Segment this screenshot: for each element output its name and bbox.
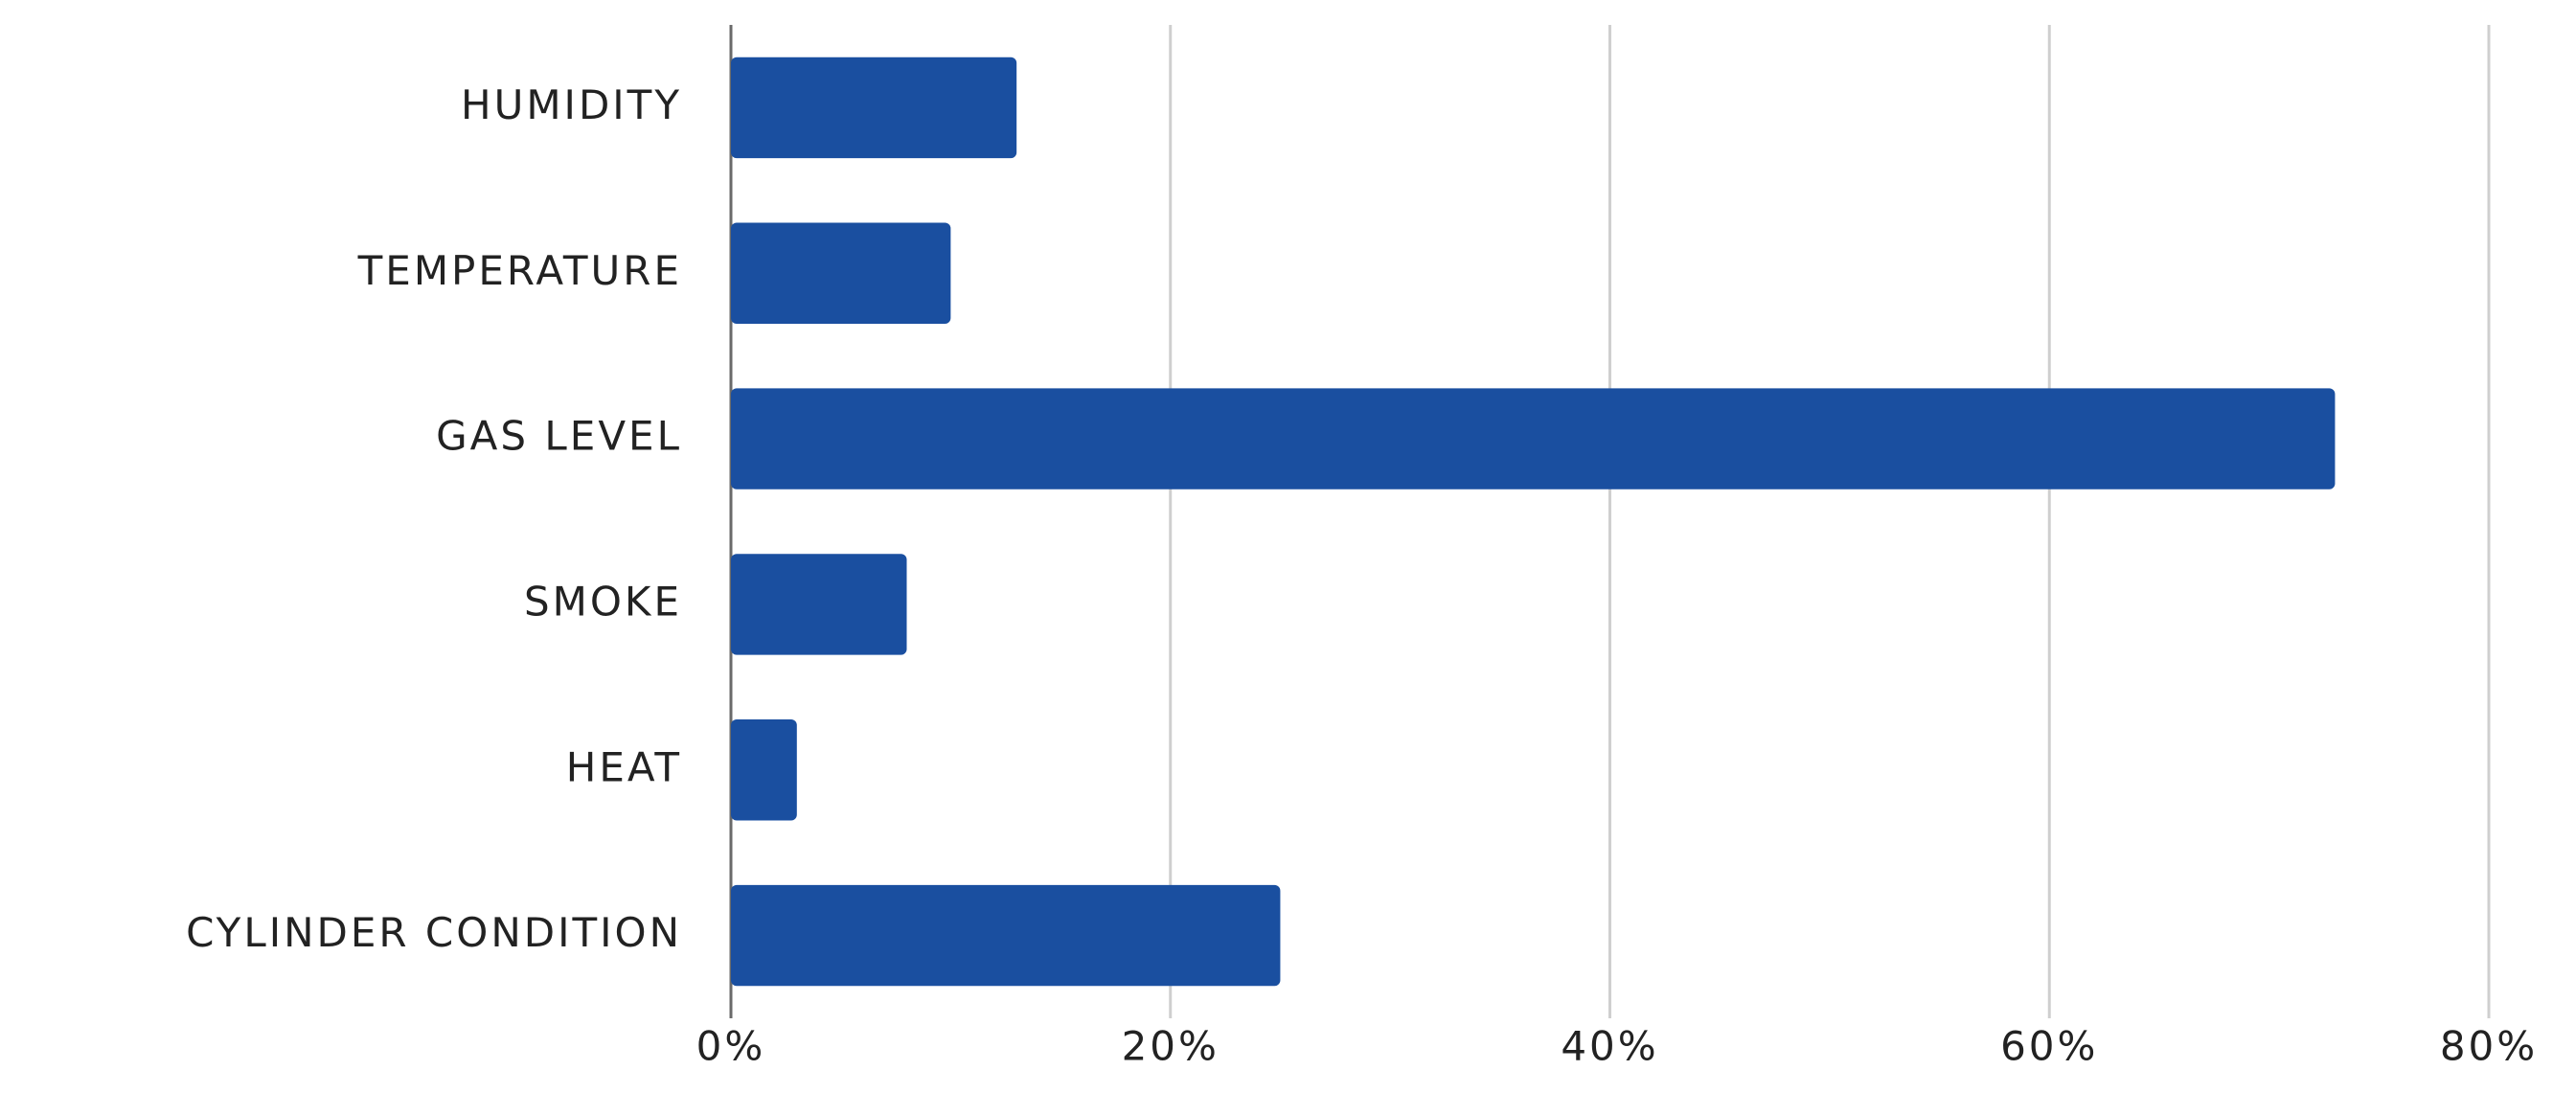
y-tick-label: SMOKE [524,578,682,625]
bar [731,719,797,821]
x-tick-label: 0% [696,1023,766,1070]
y-tick-label: HEAT [566,743,682,790]
y-tick-label: CYLINDER CONDITION [186,909,682,956]
bar [731,884,1281,987]
bar [731,554,907,655]
x-tick-label: 40% [1561,1023,1658,1070]
y-tick-label: TEMPERATURE [357,247,682,294]
bar [731,222,951,324]
x-tick-label: 60% [2000,1023,2098,1070]
bar [731,388,2336,490]
bar [731,57,1017,159]
x-tick-label: 20% [1122,1023,1220,1070]
x-tick-label: 80% [2440,1023,2538,1070]
y-tick-label: HUMIDITY [461,81,682,128]
y-tick-label: GAS LEVEL [436,413,682,460]
